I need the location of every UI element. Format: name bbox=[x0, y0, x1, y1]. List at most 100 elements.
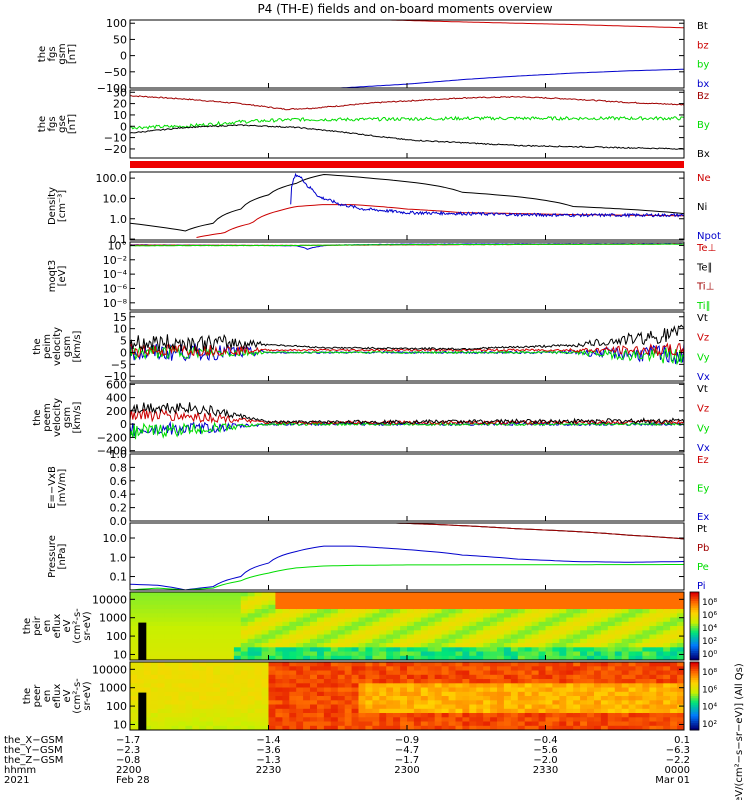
x-axis-row-label: 2021 bbox=[4, 775, 29, 786]
y-tick-label: 50 bbox=[113, 33, 127, 46]
chart-title: P4 (TH-E) fields and on-board moments ov… bbox=[257, 2, 552, 16]
x-axis-tick-value: −1.4 bbox=[256, 735, 280, 746]
y-tick-label: 20 bbox=[113, 98, 127, 111]
y-axis-label-line: the bbox=[32, 338, 43, 354]
y-axis-label-line: gse bbox=[57, 115, 68, 133]
y-axis-label-line: (cm²-s- bbox=[72, 678, 83, 714]
series-By bbox=[130, 115, 684, 130]
y-tick-label: −50 bbox=[104, 66, 127, 79]
x-axis-tick-value: −6.3 bbox=[666, 745, 690, 756]
panel-peir-en-eflux: 10⁸ 10⁶ 10⁴ 10² 10⁰ 10000 1000 100 10 the peir en ef… bbox=[22, 591, 717, 661]
series-Pb bbox=[395, 523, 684, 540]
legend-Te⊥: Te⊥ bbox=[696, 243, 716, 254]
y-axis-label-line: the bbox=[22, 688, 33, 704]
legend-Ey: Ey bbox=[697, 484, 709, 495]
series-Pt bbox=[395, 523, 684, 540]
colorbar-tick-label: 10⁴ bbox=[702, 703, 717, 713]
y-tick-label: 10° bbox=[108, 239, 128, 252]
y-tick-label: 400 bbox=[106, 392, 127, 405]
y-axis-label-line: velocity bbox=[52, 398, 63, 437]
legend-Npot: Npot bbox=[697, 231, 721, 242]
legend-Vt: Vt bbox=[697, 313, 708, 324]
legend-Te∥: Te∥ bbox=[696, 262, 713, 273]
data-gap-block bbox=[138, 622, 147, 660]
legend-Vx: Vx bbox=[697, 443, 710, 454]
y-axis-label-line: [cm⁻³] bbox=[57, 190, 68, 222]
legend-Vx: Vx bbox=[697, 372, 710, 383]
red-band bbox=[130, 161, 684, 168]
y-axis-label-line: (cm²-s- bbox=[72, 608, 83, 644]
series-Ti∥ bbox=[130, 243, 684, 247]
y-axis-label-line: sr-eV) bbox=[82, 681, 93, 710]
y-axis-label-line: the bbox=[22, 618, 33, 634]
panel-e-field: 1.00.80.60.40.20.0 E=−VxB [mV/m] Ez Ey Ex bbox=[47, 448, 709, 528]
y-tick-label: 10 bbox=[113, 718, 127, 731]
y-axis-label-line: E=−VxB bbox=[47, 466, 58, 509]
legend-bx: bx bbox=[697, 79, 709, 90]
y-tick-label: 10⁻⁸ bbox=[103, 297, 128, 310]
y-tick-label: 10000 bbox=[92, 663, 127, 676]
y-axis-label-line: the bbox=[37, 46, 48, 62]
legend-Bx: Bx bbox=[697, 149, 710, 160]
series-Vy bbox=[130, 345, 684, 366]
colorbar-tick-label: 10⁶ bbox=[702, 685, 717, 695]
y-tick-label: 1.0 bbox=[110, 448, 128, 461]
legend-bz: bz bbox=[697, 40, 709, 51]
y-tick-label: 1.0 bbox=[110, 551, 128, 564]
y-axis-label-line: peer bbox=[32, 684, 43, 708]
y-tick-label: 0 bbox=[120, 120, 127, 133]
y-tick-label: 1000 bbox=[99, 682, 127, 695]
colorbar-tick-label: 10⁴ bbox=[702, 624, 717, 634]
y-axis-label-line: eflux bbox=[52, 614, 63, 639]
data-gap-block bbox=[138, 692, 147, 730]
y-axis-label-line: moqt3 bbox=[47, 260, 58, 293]
y-axis-label-line: Density bbox=[47, 187, 58, 225]
x-axis-tick-value: −1.3 bbox=[256, 755, 280, 766]
series-group-peim-velocity bbox=[130, 324, 684, 366]
y-tick-label: 100 bbox=[106, 17, 127, 30]
y-axis-label-line: en bbox=[42, 690, 53, 703]
y-tick-label: 10000 bbox=[92, 593, 127, 606]
series-Ni bbox=[130, 173, 684, 232]
panel-fgs-gsm-nt: 100 50 0 −50 −100 the fgs gsm [nT] Bt bz by bx bbox=[37, 17, 709, 95]
panel-pressure: 10.0 1.0 0.1 Pressure [nPa] Pt Pb Pe Pi bbox=[47, 522, 709, 592]
legend-Vz: Vz bbox=[697, 333, 709, 344]
x-axis-tick-value: 0000 bbox=[665, 765, 690, 776]
colorbar-tick-label: 10⁸ bbox=[702, 668, 717, 678]
series-Ne bbox=[196, 204, 684, 238]
legend-Pi: Pi bbox=[697, 581, 706, 592]
series-Npot bbox=[290, 172, 684, 219]
x-axis-row-label: the_Z−GSM bbox=[4, 755, 63, 766]
y-axis-label-line: gsm bbox=[57, 43, 68, 64]
y-tick-label: 10.0 bbox=[103, 532, 128, 545]
y-tick-label: 10 bbox=[113, 109, 127, 122]
y-axis-label-line: fgs bbox=[47, 116, 58, 131]
y-tick-label: 600 bbox=[106, 378, 127, 391]
panel-peer-en-eflux: 10⁸ 10⁶ 10⁴ 10² 10000 1000 100 10 the peer en eflux… bbox=[22, 661, 717, 731]
y-tick-label: 0.0 bbox=[110, 515, 128, 528]
y-axis-label-line: [mV/m] bbox=[57, 469, 68, 507]
y-tick-label: 0 bbox=[120, 346, 127, 359]
x-axis-tick-value: 0.1 bbox=[674, 735, 690, 746]
y-tick-label: 100.0 bbox=[96, 172, 128, 185]
x-axis-row-label: hhmm bbox=[4, 765, 36, 776]
y-axis-label-line: the bbox=[37, 116, 48, 132]
y-tick-label: −200 bbox=[97, 431, 127, 444]
legend-Pb: Pb bbox=[697, 543, 709, 554]
plot-frame bbox=[129, 241, 685, 311]
series-Vz bbox=[130, 342, 684, 358]
legend-Ez: Ez bbox=[697, 455, 709, 466]
x-axis-tick-value: 2200 bbox=[116, 765, 141, 776]
legend-Vy: Vy bbox=[697, 423, 710, 434]
series-group-fgs-gsm-nt bbox=[340, 20, 684, 88]
series-Vt bbox=[130, 402, 684, 425]
y-tick-label: 100 bbox=[106, 700, 127, 713]
y-axis-label-line: [km/s] bbox=[72, 401, 83, 433]
y-tick-label: 0.2 bbox=[110, 502, 128, 515]
x-axis-tick-value: −1.7 bbox=[116, 735, 140, 746]
y-tick-label: 0 bbox=[120, 418, 127, 431]
x-axis-tick-value: −2.0 bbox=[533, 755, 557, 766]
